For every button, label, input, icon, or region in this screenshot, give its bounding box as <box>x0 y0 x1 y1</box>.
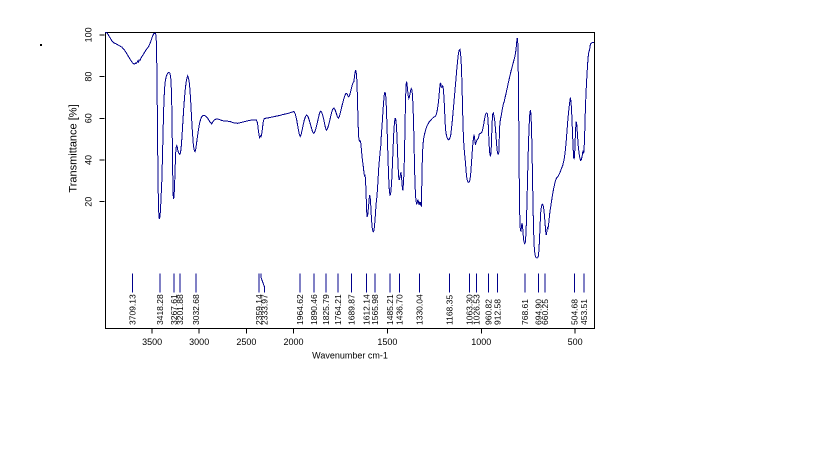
svg-text:3709.13: 3709.13 <box>127 294 137 325</box>
svg-text:1689.87: 1689.87 <box>347 294 357 325</box>
svg-text:2000: 2000 <box>283 337 303 347</box>
svg-text:1565.98: 1565.98 <box>370 294 380 325</box>
svg-text:100: 100 <box>84 27 94 42</box>
svg-text:3418.28: 3418.28 <box>155 294 165 325</box>
svg-text:Transmittance [%]: Transmittance [%] <box>68 104 80 192</box>
svg-text:3267.61: 3267.61 <box>169 294 179 325</box>
svg-text:2333.97: 2333.97 <box>259 294 269 325</box>
svg-text:1825.79: 1825.79 <box>321 294 331 325</box>
svg-text:1964.62: 1964.62 <box>295 294 305 325</box>
svg-text:660.25: 660.25 <box>540 299 550 325</box>
svg-text:1612.14: 1612.14 <box>361 294 371 325</box>
svg-text:960.82: 960.82 <box>484 299 494 325</box>
svg-text:1168.35: 1168.35 <box>445 295 455 325</box>
svg-text:2359.14: 2359.14 <box>254 294 264 325</box>
svg-text:3032.68: 3032.68 <box>191 294 201 325</box>
svg-text:1485.21: 1485.21 <box>385 294 395 325</box>
svg-text:1063.30: 1063.30 <box>464 294 474 325</box>
svg-text:Wavenumber cm-1: Wavenumber cm-1 <box>312 351 388 361</box>
svg-text:2500: 2500 <box>236 337 256 347</box>
svg-text:1436.70: 1436.70 <box>394 294 404 325</box>
svg-text:912.58: 912.58 <box>493 299 503 325</box>
svg-text:768.61: 768.61 <box>520 299 530 325</box>
svg-text:1500: 1500 <box>377 337 397 347</box>
svg-text:500: 500 <box>568 337 583 347</box>
svg-text:504.68: 504.68 <box>569 299 579 325</box>
svg-text:3500: 3500 <box>142 337 162 347</box>
svg-text:453.51: 453.51 <box>579 299 589 325</box>
svg-text:80: 80 <box>84 72 94 82</box>
svg-text:40: 40 <box>84 155 94 165</box>
svg-text:1330.04: 1330.04 <box>414 294 424 325</box>
svg-text:3201.88: 3201.88 <box>175 294 185 325</box>
svg-text:1000: 1000 <box>471 337 491 347</box>
svg-text:1764.21: 1764.21 <box>333 294 343 325</box>
svg-text:694.90: 694.90 <box>534 299 544 325</box>
svg-text:1026.53: 1026.53 <box>471 294 481 325</box>
svg-text:60: 60 <box>84 113 94 123</box>
svg-text:3000: 3000 <box>189 337 209 347</box>
svg-text:20: 20 <box>84 197 94 207</box>
svg-text:1890.46: 1890.46 <box>309 294 319 325</box>
